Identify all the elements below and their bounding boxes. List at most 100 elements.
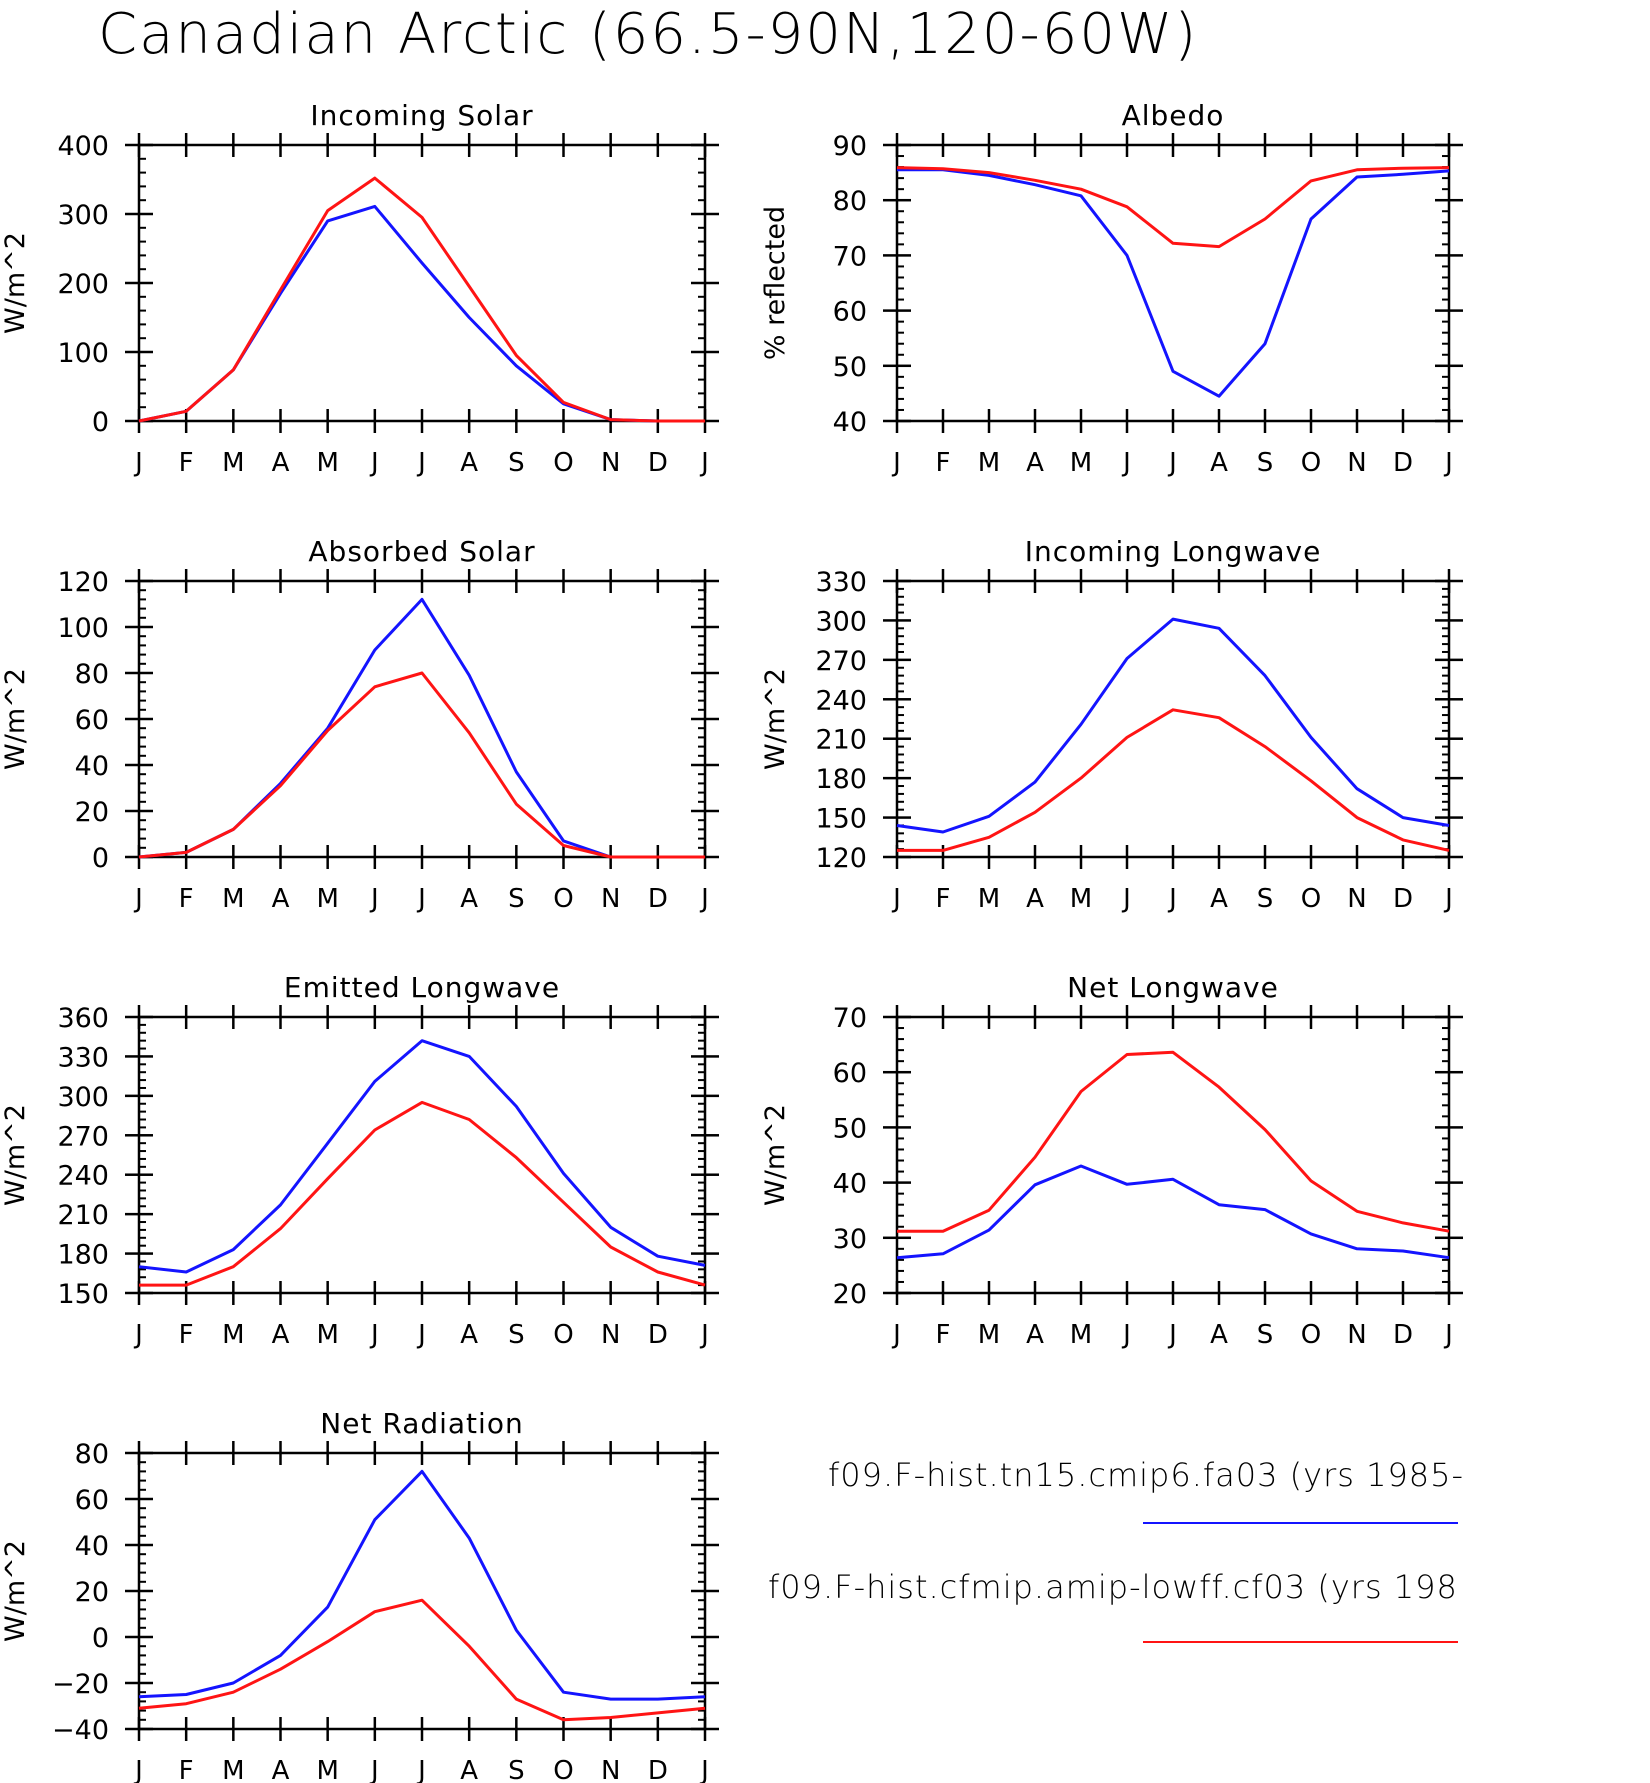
y-tick-label: 150 [57, 1279, 109, 1310]
plot-frame [895, 143, 1451, 423]
x-tick-label: A [1026, 884, 1044, 914]
y-tick-label: 150 [815, 804, 867, 835]
x-tick-label: D [648, 1320, 668, 1350]
y-tick-label: 300 [57, 1082, 109, 1113]
series-line-2 [138, 671, 705, 859]
chart-title: Albedo [1122, 99, 1225, 132]
y-tick-label: 40 [75, 751, 109, 782]
x-tick-label: M [316, 448, 338, 478]
y-tick-label: 210 [815, 725, 867, 756]
y-tick-label: 80 [833, 186, 867, 217]
x-tick-label: M [1070, 884, 1092, 914]
y-tick-label: 40 [833, 1169, 867, 1200]
series-line-2 [897, 1050, 1450, 1233]
y-tick-label: 60 [833, 1058, 867, 1089]
y-tick-label: 60 [75, 1485, 109, 1516]
y-tick-label: 40 [75, 1531, 109, 1562]
x-tick-label: J [699, 448, 709, 478]
y-tick-label: 180 [57, 1240, 109, 1271]
plot-frame [137, 579, 707, 859]
x-tick-label: A [272, 448, 290, 478]
y-tick-label: 0 [92, 843, 109, 874]
y-tick-label: 330 [815, 567, 867, 598]
legend-label-series-2: f09.F-hist.cfmip.amip-lowff.cf03 (yrs 19… [768, 1568, 1458, 1606]
x-tick-label: D [648, 448, 668, 478]
x-tick-label: J [369, 1320, 379, 1350]
x-tick-label: N [601, 884, 620, 914]
y-axis-label: W/m^2 [760, 1104, 791, 1206]
x-tick-label: J [1443, 884, 1453, 914]
x-tick-label: S [1257, 448, 1274, 478]
x-tick-label: J [416, 1756, 426, 1783]
x-tick-label: A [460, 884, 478, 914]
x-tick-label: A [1210, 884, 1228, 914]
y-tick-label: 80 [75, 1439, 109, 1470]
x-tick-label: J [133, 1756, 143, 1783]
y-tick-label: 0 [92, 407, 109, 438]
series-line-1 [896, 617, 1450, 834]
x-tick-label: J [133, 1320, 143, 1350]
y-tick-label: 90 [833, 131, 867, 162]
x-tick-label: S [508, 1320, 525, 1350]
plot-frame [137, 1451, 707, 1731]
x-tick-label: M [316, 1756, 338, 1783]
y-axis-label: W/m^2 [0, 668, 31, 770]
x-tick-label: S [508, 1756, 525, 1783]
x-tick-label: S [508, 884, 525, 914]
x-tick-label: M [1070, 448, 1092, 478]
y-tick-label: 50 [833, 352, 867, 383]
x-tick-label: S [508, 448, 525, 478]
x-tick-label: M [316, 1320, 338, 1350]
x-tick-label: O [1301, 1320, 1321, 1350]
series-line-2 [138, 176, 705, 423]
x-tick-label: M [222, 1320, 244, 1350]
x-tick-label: M [978, 884, 1000, 914]
x-tick-label: F [936, 448, 951, 478]
x-tick-label: J [133, 884, 143, 914]
x-tick-label: A [460, 448, 478, 478]
x-tick-label: J [416, 884, 426, 914]
y-tick-label: 270 [57, 1121, 109, 1152]
x-tick-label: O [553, 1756, 573, 1783]
series-line-1 [138, 597, 705, 859]
x-tick-label: M [316, 884, 338, 914]
x-tick-label: M [222, 448, 244, 478]
x-tick-label: D [1393, 884, 1413, 914]
x-tick-label: A [460, 1320, 478, 1350]
x-tick-label: A [1026, 448, 1044, 478]
x-tick-label: N [601, 1756, 620, 1783]
x-tick-label: N [1347, 448, 1366, 478]
x-tick-label: J [891, 884, 901, 914]
y-axis-label: % reflected [760, 206, 791, 360]
x-tick-label: J [699, 1320, 709, 1350]
x-tick-label: F [936, 1320, 951, 1350]
x-tick-label: A [1210, 1320, 1228, 1350]
y-tick-label: 60 [75, 705, 109, 736]
y-tick-label: 20 [75, 797, 109, 828]
x-tick-label: A [1026, 1320, 1044, 1350]
y-tick-label: 120 [57, 567, 109, 598]
chart-title: Emitted Longwave [284, 971, 560, 1004]
x-tick-label: J [1167, 1320, 1177, 1350]
x-tick-label: M [1070, 1320, 1092, 1350]
x-tick-label: M [978, 448, 1000, 478]
x-tick-label: A [272, 1320, 290, 1350]
x-tick-label: J [891, 1320, 901, 1350]
x-tick-label: A [272, 884, 290, 914]
y-tick-label: 240 [815, 685, 867, 716]
x-tick-label: N [601, 1320, 620, 1350]
y-tick-label: 210 [57, 1200, 109, 1231]
x-tick-label: D [1393, 1320, 1413, 1350]
chart-panel-5: J F M A M J J A S O N D J150180210240270300330360Emi… [0, 971, 719, 1350]
y-axis-label: W/m^2 [760, 668, 791, 770]
x-tick-label: O [553, 1320, 573, 1350]
y-tick-label: 400 [57, 131, 109, 162]
legend-line-series-2 [1143, 1641, 1458, 1643]
x-tick-label: F [179, 1756, 194, 1783]
y-tick-label: 240 [57, 1161, 109, 1192]
